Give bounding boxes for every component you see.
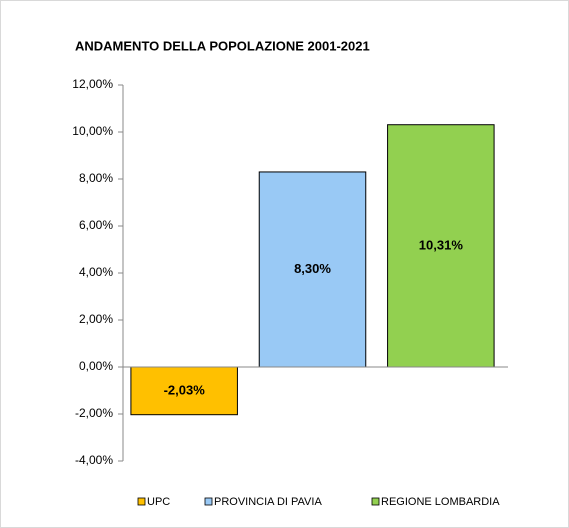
legend-swatch: [371, 497, 380, 506]
legend-swatch: [137, 497, 146, 506]
y-tick-label: 0,00%: [79, 359, 113, 373]
y-tick-label: 4,00%: [79, 265, 113, 279]
legend-label: PROVINCIA DI PAVIA: [214, 496, 322, 508]
data-label: 8,30%: [294, 261, 331, 276]
y-tick-label: 12,00%: [72, 77, 113, 91]
y-tick-label: 8,00%: [79, 171, 113, 185]
bar: [130, 366, 238, 416]
y-tick-label: 6,00%: [79, 218, 113, 232]
legend-label: REGIONE LOMBARDIA: [381, 496, 500, 508]
y-tick-label: -2,00%: [75, 406, 113, 420]
data-label: 10,31%: [419, 237, 464, 252]
y-tick-label: 10,00%: [72, 124, 113, 138]
y-tick-label: -4,00%: [75, 453, 113, 467]
legend-label: UPC: [147, 496, 170, 508]
bar: [387, 124, 495, 368]
legend-swatch: [204, 497, 213, 506]
data-label: -2,03%: [164, 382, 206, 397]
y-tick-label: 2,00%: [79, 312, 113, 326]
chart-title: ANDAMENTO DELLA POPOLAZIONE 2001-2021: [75, 38, 370, 53]
